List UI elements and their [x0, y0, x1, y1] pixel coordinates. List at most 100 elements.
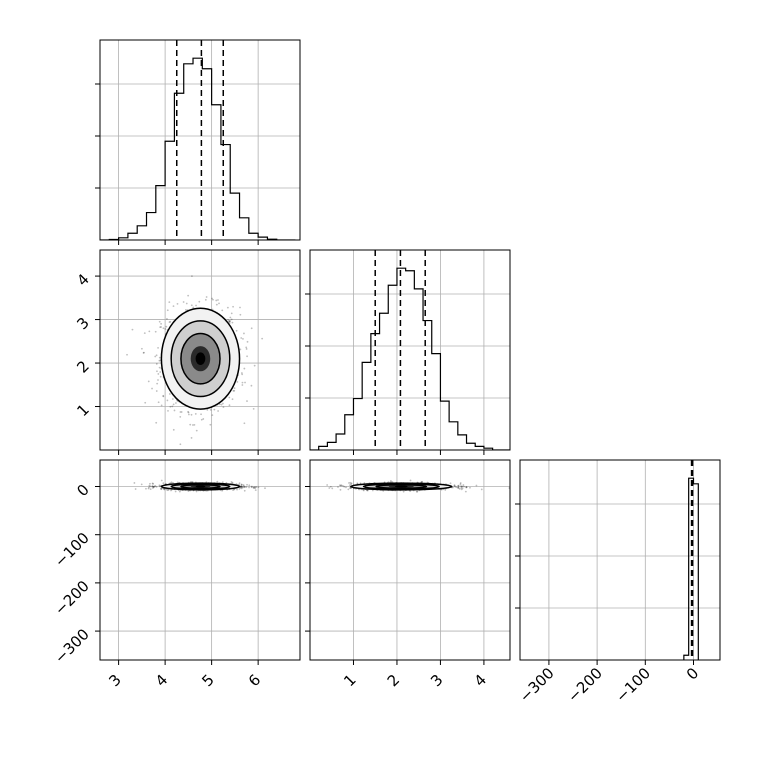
- scatter-point: [211, 297, 213, 300]
- scatter-point: [168, 301, 171, 304]
- scatter-point: [162, 395, 165, 398]
- scatter-point: [143, 351, 145, 354]
- scatter-point: [215, 303, 218, 306]
- scatter-point: [235, 329, 238, 332]
- scatter-point: [248, 484, 251, 487]
- scatter-point: [133, 482, 136, 484]
- scatter-point: [213, 408, 216, 411]
- x-tick-label: 1: [340, 671, 359, 690]
- scatter-point: [140, 347, 143, 350]
- scatter-point: [230, 312, 233, 315]
- scatter-point: [328, 487, 331, 489]
- scatter-point: [157, 373, 160, 375]
- scatter-point: [246, 340, 249, 343]
- scatter-point: [389, 480, 392, 482]
- scatter-point: [454, 485, 457, 488]
- scatter-point: [160, 488, 163, 491]
- scatter-point: [198, 300, 201, 303]
- scatter-point: [156, 370, 158, 373]
- scatter-panel-x0_x2: [99, 459, 301, 661]
- scatter-point: [144, 401, 147, 404]
- scatter-point: [221, 481, 224, 484]
- scatter-point: [147, 487, 150, 490]
- scatter-point: [160, 326, 163, 328]
- scatter-point: [339, 488, 342, 491]
- scatter-point: [480, 488, 483, 491]
- scatter-point: [172, 428, 175, 431]
- scatter-point: [148, 330, 151, 333]
- scatter-point: [347, 488, 350, 491]
- scatter-point: [240, 487, 243, 490]
- scatter-point: [340, 484, 343, 487]
- scatter-point: [134, 488, 137, 490]
- scatter-point: [154, 484, 157, 487]
- scatter-point: [218, 302, 220, 305]
- scatter-point: [415, 490, 418, 493]
- scatter-point: [167, 489, 170, 491]
- scatter-point: [239, 348, 242, 351]
- scatter-point: [246, 400, 248, 402]
- y-tick-label: −300: [51, 625, 93, 667]
- scatter-point: [457, 486, 460, 489]
- x-tick-label: −100: [612, 664, 654, 706]
- scatter-point: [240, 337, 243, 339]
- scatter-point: [155, 421, 158, 424]
- scatter-point: [145, 487, 147, 490]
- scatter-point: [163, 488, 165, 491]
- scatter-point: [261, 337, 264, 340]
- y-tick-label: 1: [73, 401, 92, 420]
- scatter-point: [171, 405, 174, 408]
- scatter-point: [331, 487, 334, 490]
- scatter-point: [453, 484, 456, 486]
- panel-frame: [99, 249, 301, 451]
- x-tick-label: 3: [105, 671, 124, 690]
- y-tick-label: 2: [73, 357, 92, 376]
- scatter-point: [453, 484, 456, 487]
- scatter-point: [156, 382, 159, 385]
- scatter-point: [131, 328, 134, 331]
- scatter-point: [230, 318, 233, 321]
- scatter-point: [191, 481, 194, 483]
- panel-frame: [519, 459, 721, 661]
- scatter-point: [244, 381, 246, 384]
- scatter-point: [193, 423, 196, 426]
- scatter-point: [231, 398, 234, 401]
- scatter-point: [165, 325, 168, 328]
- scatter-point: [241, 485, 244, 488]
- x-tick-label: 5: [198, 671, 217, 690]
- scatter-point: [200, 418, 203, 421]
- scatter-point: [444, 489, 447, 491]
- scatter-point: [222, 406, 225, 409]
- scatter-point: [160, 487, 162, 490]
- scatter-point: [233, 387, 236, 390]
- scatter-point: [349, 481, 352, 484]
- scatter-point: [187, 413, 190, 416]
- contour-level: [395, 485, 408, 488]
- scatter-point: [338, 484, 341, 487]
- scatter-point: [179, 415, 182, 418]
- scatter-point: [192, 306, 195, 309]
- scatter-point: [152, 483, 154, 485]
- scatter-point: [155, 485, 158, 488]
- scatter-panel-x1_x2: [309, 459, 511, 661]
- scatter-point: [232, 305, 234, 308]
- scatter-point: [250, 485, 253, 488]
- scatter-point: [154, 355, 157, 358]
- scatter-point: [168, 321, 171, 323]
- x-tick-label: 4: [152, 671, 171, 690]
- density-contours: [350, 482, 453, 491]
- scatter-point: [202, 418, 205, 420]
- scatter-point: [195, 304, 197, 307]
- scatter-point: [409, 490, 412, 492]
- scatter-point: [231, 481, 234, 484]
- scatter-point: [168, 393, 171, 395]
- diag-panel-2: [515, 459, 721, 661]
- scatter-point: [464, 490, 467, 493]
- scatter-point: [160, 322, 162, 325]
- contour-level: [195, 485, 206, 488]
- contour-level: [195, 352, 206, 365]
- scatter-point: [221, 309, 224, 312]
- scatter-point: [250, 384, 253, 387]
- scatter-point: [241, 381, 244, 384]
